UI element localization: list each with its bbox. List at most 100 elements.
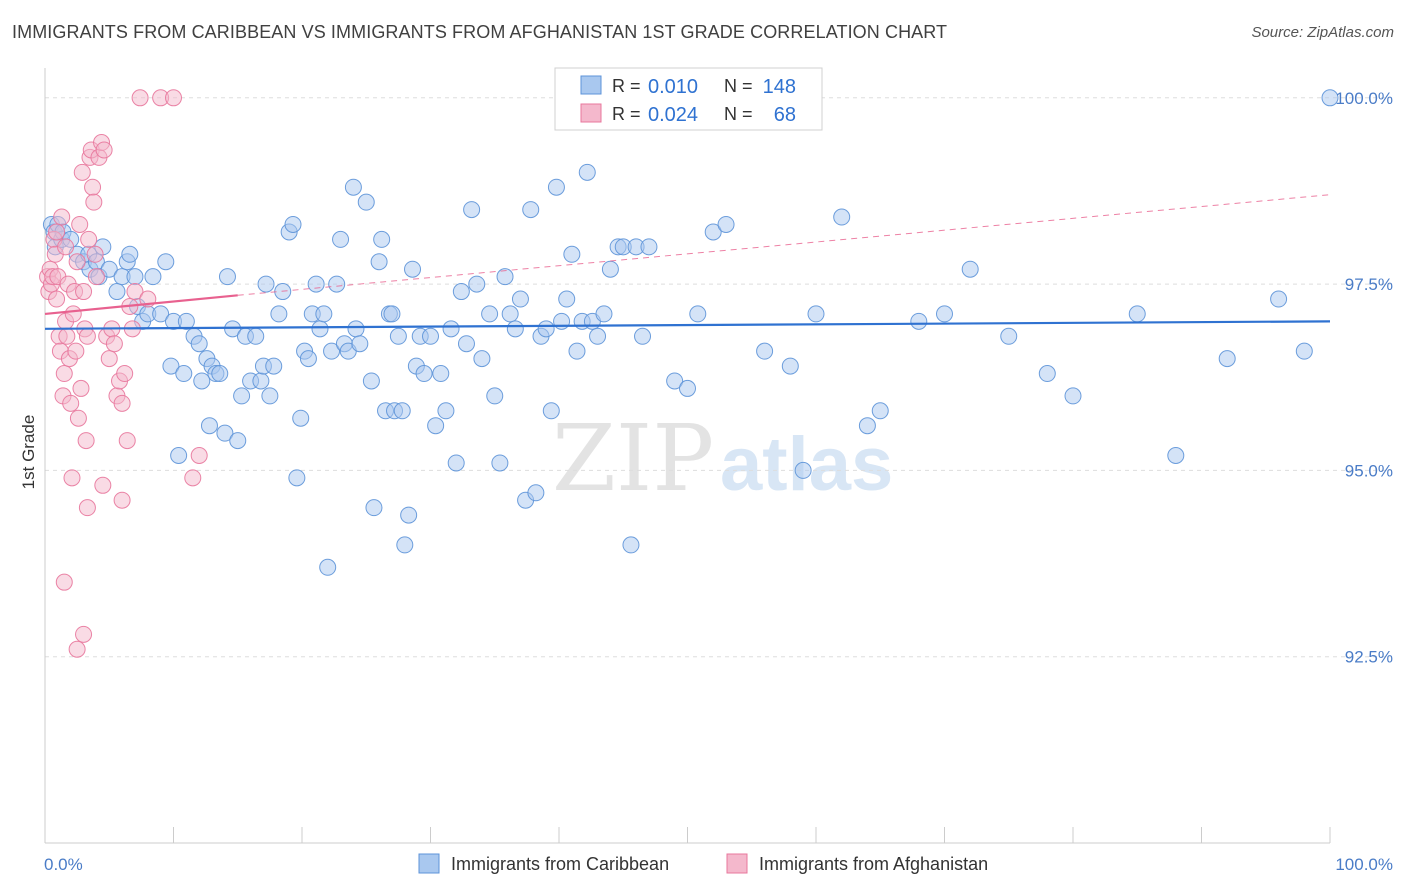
caribbean-point-64 [319,558,337,576]
caribbean-point-148 [1038,365,1056,383]
afghanistan-point-25 [71,215,89,233]
caribbean-point-18 [121,245,139,263]
caribbean-point-107 [511,290,529,308]
caribbean-point-106 [506,320,524,338]
caribbean-point-40 [218,268,236,286]
caribbean-point-38 [211,365,229,383]
afghanistan-point-13 [55,365,73,383]
caribbean-point-146 [961,260,979,278]
caribbean-point-114 [547,178,565,196]
afghanistan-point-18 [62,394,80,412]
caribbean-point-86 [404,260,422,278]
afghanistan-point-38 [87,268,105,286]
afghanistan-point-41 [95,141,113,159]
caribbean-point-76 [370,253,388,271]
caribbean-point-115 [553,312,571,330]
caribbean-point-120 [578,163,596,181]
caribbean-point-92 [432,365,450,383]
legend-r-label-1: R = [612,76,641,96]
afghanistan-point-20 [64,305,82,323]
afghanistan-point-32 [80,230,98,248]
afghanistan-point-61 [55,573,73,591]
afghanistan-point-50 [118,432,136,450]
caribbean-point-55 [284,215,302,233]
afghanistan-point-28 [75,283,93,301]
stats-legend: R = 0.010 N = 148 R = 0.024 N = 68 [554,67,823,131]
caribbean-point-130 [640,238,658,256]
caribbean-point-109 [522,201,540,219]
caribbean-point-82 [389,327,407,345]
bottom-legend-label-caribbean: Immigrants from Caribbean [451,854,669,874]
tick-labels: 92.5% 95.0% 97.5% 100.0% [1335,89,1393,667]
caribbean-point-129 [634,327,652,345]
afghanistan-point-36 [85,193,103,211]
caribbean-point-71 [347,320,365,338]
afghanistan-trend-extension [237,194,1331,296]
afghanistan-point-63 [113,491,131,509]
caribbean-point-96 [452,283,470,301]
caribbean-point-118 [568,342,586,360]
y-tick-label-2: 97.5% [1345,275,1393,294]
caribbean-point-145 [936,305,953,323]
caribbean-point-147 [1000,327,1018,345]
caribbean-point-143 [871,402,889,420]
afghanistan-point-27 [73,163,91,181]
caribbean-point-110 [527,484,545,502]
caribbean-point-35 [200,417,218,435]
caribbean-point-85 [400,506,418,524]
afghanistan-point-62 [94,476,112,494]
caribbean-point-90 [422,327,439,345]
caribbean-point-72 [351,335,369,353]
afghanistan-point-48 [113,394,131,412]
bottom-legend-swatch-blue [418,853,440,874]
x-tick-label-min: 0.0% [44,855,83,874]
caribbean-point-139 [794,461,812,479]
caribbean-point-46 [247,327,265,345]
axes [44,68,1331,844]
caribbean-point-91 [427,417,445,435]
caribbean-point-135 [704,223,722,241]
caribbean-point-138 [781,357,799,375]
afghanistan-point-66 [48,223,66,241]
caribbean-point-66 [328,275,346,293]
caribbean-point-97 [457,335,475,353]
afghanistan-points [39,89,208,658]
afghanistan-point-30 [77,432,95,450]
caribbean-point-32 [190,335,208,353]
caribbean-point-136 [717,215,735,233]
caribbean-point-74 [362,372,380,390]
caribbean-point-75 [365,499,383,517]
legend-swatch-blue [580,75,602,95]
caribbean-point-83 [393,402,411,420]
caribbean-point-42 [229,432,247,450]
caribbean-point-59 [299,350,317,368]
y-tick-label-1: 95.0% [1345,461,1393,480]
afghanistan-point-45 [105,335,123,353]
bottom-legend-swatch-pink [726,853,748,874]
caribbean-point-122 [589,327,607,345]
afghanistan-point-58 [75,625,93,643]
legend-r-value-1: 0.010 [648,76,698,98]
caribbean-point-99 [468,275,486,293]
caribbean-point-113 [542,402,560,420]
legend-n-label-1: N = [724,76,753,96]
caribbean-point-65 [323,342,341,360]
caribbean-point-152 [1218,350,1236,368]
afghanistan-point-37 [86,245,104,263]
caribbean-point-101 [481,305,499,323]
caribbean-point-154 [1295,342,1313,360]
caribbean-point-43 [233,387,251,405]
caribbean-point-25 [157,253,175,271]
y-tick-label-0: 92.5% [1345,648,1393,667]
caribbean-point-57 [292,409,310,427]
chart-title: IMMIGRANTS FROM CARIBBEAN VS IMMIGRANTS … [12,22,948,42]
caribbean-point-132 [666,372,684,390]
legend-swatch-pink [580,103,602,123]
caribbean-point-116 [558,290,576,308]
caribbean-point-84 [396,536,414,554]
caribbean-point-19 [126,268,144,286]
caribbean-point-93 [437,402,455,420]
caribbean-point-140 [807,305,825,323]
caribbean-point-149 [1064,387,1082,405]
caribbean-point-117 [563,245,581,263]
